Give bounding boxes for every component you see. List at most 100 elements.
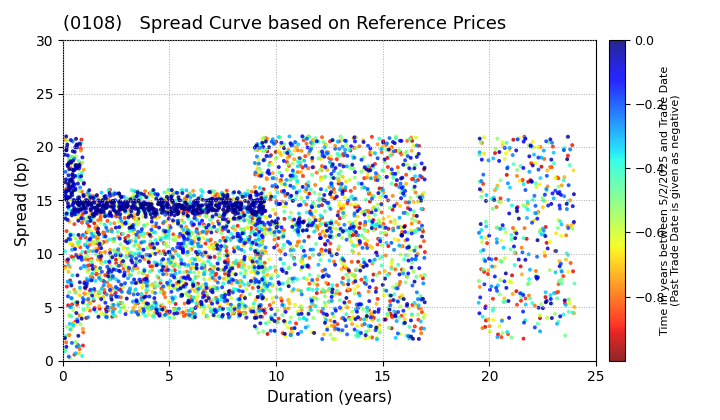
Point: [183, 215, 194, 222]
Point: [161, 240, 172, 247]
Point: [179, 231, 191, 238]
Point: [124, 271, 135, 278]
Point: [232, 296, 243, 303]
Point: [186, 219, 197, 226]
Point: [213, 273, 225, 280]
Point: [306, 329, 318, 336]
Point: [259, 260, 271, 266]
Point: [478, 256, 490, 262]
Point: [181, 249, 193, 255]
Point: [116, 289, 127, 295]
Point: [269, 327, 281, 334]
Point: [103, 307, 114, 314]
Point: [242, 187, 253, 194]
Point: [126, 309, 138, 315]
Point: [161, 308, 173, 315]
Point: [366, 225, 377, 231]
Point: [65, 165, 76, 171]
Point: [352, 232, 364, 239]
Point: [178, 274, 189, 281]
Point: [238, 294, 249, 300]
Point: [66, 210, 78, 217]
Point: [107, 254, 118, 260]
Point: [367, 277, 379, 284]
Point: [269, 194, 281, 200]
Point: [210, 196, 222, 203]
Point: [192, 255, 203, 262]
Point: [322, 227, 333, 234]
Point: [113, 219, 125, 226]
Point: [197, 209, 209, 215]
Point: [78, 262, 90, 269]
Point: [138, 223, 150, 230]
Point: [66, 177, 77, 184]
Point: [491, 204, 503, 210]
Point: [298, 315, 310, 321]
Point: [167, 198, 179, 205]
Point: [184, 234, 195, 240]
Point: [286, 325, 297, 332]
Point: [321, 227, 333, 234]
Point: [191, 207, 202, 214]
Point: [97, 294, 109, 300]
Point: [325, 317, 336, 324]
Point: [377, 145, 388, 152]
Point: [165, 208, 176, 215]
Point: [158, 208, 170, 215]
Point: [408, 268, 419, 275]
Point: [344, 316, 356, 323]
Point: [367, 162, 379, 169]
Point: [205, 197, 217, 204]
Point: [247, 263, 258, 270]
Point: [76, 255, 88, 261]
Point: [415, 226, 427, 232]
Point: [256, 292, 267, 299]
Point: [102, 204, 113, 211]
Point: [370, 289, 382, 295]
Point: [186, 240, 198, 247]
Point: [505, 231, 517, 238]
Point: [60, 193, 72, 200]
Point: [320, 220, 331, 227]
Point: [172, 210, 184, 217]
Point: [80, 263, 91, 270]
Point: [219, 294, 230, 301]
Point: [275, 248, 287, 255]
Point: [63, 312, 75, 318]
Point: [228, 202, 239, 209]
Point: [539, 233, 551, 239]
Point: [545, 296, 557, 302]
Point: [366, 209, 377, 216]
Point: [267, 170, 279, 176]
Point: [148, 229, 160, 236]
Point: [383, 304, 395, 311]
Point: [486, 196, 498, 202]
Point: [330, 325, 342, 332]
Point: [269, 232, 281, 239]
Point: [163, 207, 174, 214]
Point: [127, 279, 138, 286]
Point: [61, 210, 73, 217]
Point: [126, 254, 138, 260]
Point: [222, 204, 233, 211]
Point: [488, 305, 500, 312]
Point: [146, 267, 158, 274]
Point: [196, 261, 207, 268]
Point: [96, 250, 107, 257]
Point: [259, 226, 271, 232]
Point: [419, 165, 431, 171]
Point: [95, 217, 107, 223]
Point: [99, 205, 110, 211]
Point: [287, 275, 298, 282]
Point: [148, 187, 159, 194]
Point: [371, 272, 382, 278]
Point: [276, 139, 287, 146]
Point: [292, 147, 304, 154]
Point: [132, 192, 144, 199]
Point: [111, 262, 122, 269]
Point: [212, 279, 223, 286]
Point: [108, 203, 120, 210]
Point: [180, 290, 192, 297]
Point: [300, 188, 312, 194]
Point: [360, 228, 372, 234]
